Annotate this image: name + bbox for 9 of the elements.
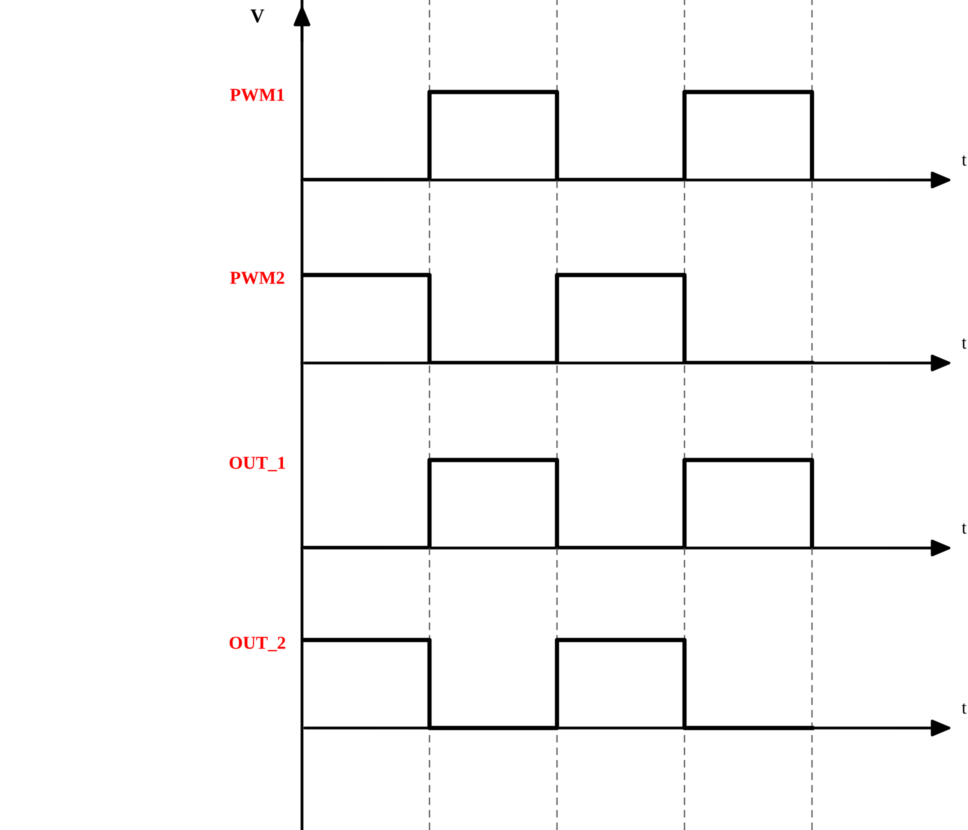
text: PWM1 (230, 88, 284, 102)
x-axis-title: t (962, 703, 967, 714)
y-axis-title: V (250, 10, 264, 23)
series-label: PWM2 (230, 272, 284, 284)
series-label: OUT_2 (230, 636, 286, 652)
text: OUT_1 (230, 456, 286, 472)
x-axis-title: t (962, 155, 967, 166)
x-axis-title: t (962, 338, 967, 349)
x-axis-title: t (962, 523, 967, 534)
